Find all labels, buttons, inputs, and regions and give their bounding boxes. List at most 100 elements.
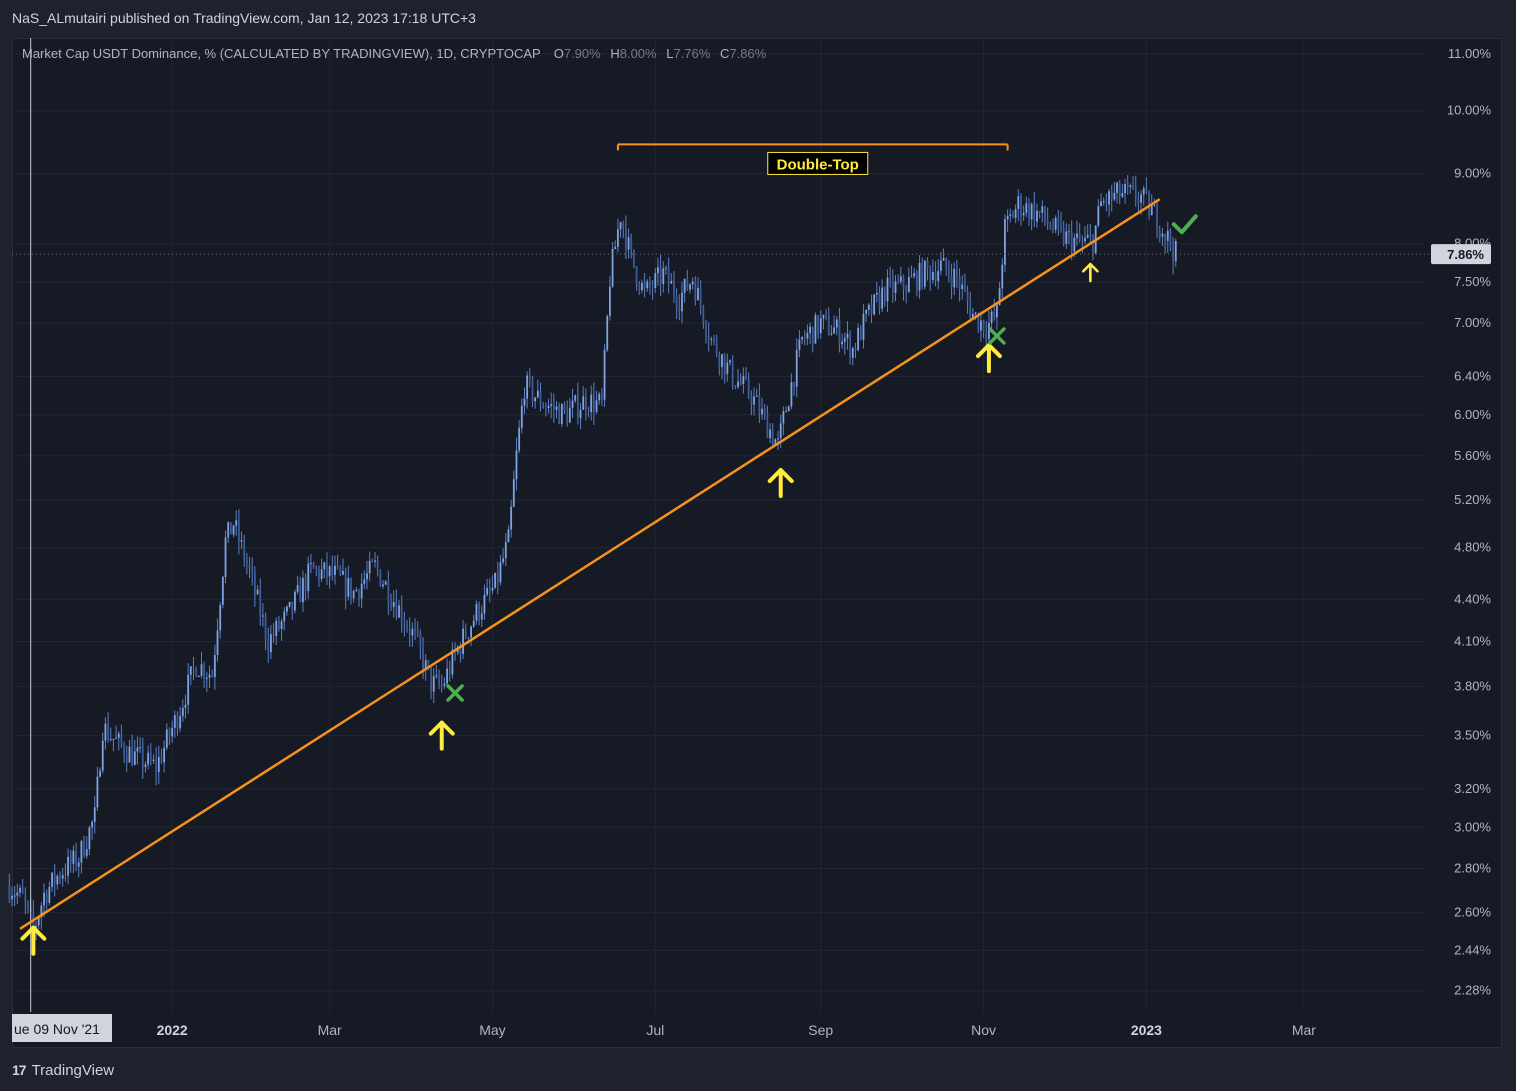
candle-body	[13, 895, 16, 897]
candle-body	[651, 287, 654, 289]
price-tick-label: 4.80%	[1454, 540, 1491, 555]
candle-body	[654, 273, 657, 288]
candle-body	[211, 674, 214, 678]
candle-body	[184, 704, 187, 708]
candle-body	[707, 334, 710, 340]
footer-brand[interactable]: 17 TradingView	[12, 1058, 114, 1082]
crosshair-date-label: ue 09 Nov '21	[14, 1021, 100, 1037]
tradingview-brand: TradingView	[31, 1061, 115, 1079]
time-axis[interactable]: 2022 Mar May Jul Sep Nov 2023 Mar ue 09 Nov '21	[12, 1014, 1316, 1042]
candle-body	[467, 637, 470, 639]
symbol-legend[interactable]: Market Cap USDT Dominance, % (CALCULATED…	[22, 46, 772, 61]
candle-body	[336, 565, 339, 568]
candle-body	[179, 716, 182, 729]
grid-lines	[12, 38, 1424, 1012]
candle-body	[536, 390, 539, 398]
candle-body	[352, 591, 355, 599]
candle-body	[689, 284, 691, 290]
ohlc-high-value: 8.00%	[619, 46, 657, 61]
candle-body	[638, 283, 641, 291]
candle-body	[515, 450, 518, 480]
candle-body	[614, 246, 617, 250]
candle-body	[843, 338, 846, 342]
candle-body	[304, 578, 307, 592]
candle-body	[665, 267, 667, 269]
candle-body	[937, 270, 940, 281]
candle-body	[534, 397, 537, 402]
candle-body	[1068, 231, 1070, 233]
candle-body	[675, 295, 678, 307]
candle-body	[11, 896, 13, 900]
double-top-label-box	[767, 151, 869, 175]
candle-body	[766, 412, 769, 439]
candle-body	[16, 892, 19, 896]
candle-body	[203, 664, 206, 679]
price-tick-label: 9.00%	[1454, 165, 1491, 180]
candle-body	[713, 338, 715, 340]
candle-body	[998, 288, 1001, 306]
candle-body	[502, 558, 505, 563]
candle-body	[891, 277, 894, 293]
candle-body	[1129, 185, 1132, 188]
up-arrow-icon	[428, 720, 455, 751]
price-axis[interactable]: 11.00%10.00%9.00%8.00%7.50%7.00%6.40%6.0…	[1431, 46, 1491, 998]
candle-body	[806, 332, 809, 339]
candle-body	[72, 850, 75, 864]
candle-body	[77, 862, 80, 867]
candle-body	[697, 287, 699, 301]
candle-body	[165, 729, 168, 748]
candle-body	[980, 320, 982, 331]
ohlc-open-value: 7.90%	[563, 46, 601, 61]
candle-body	[883, 287, 886, 302]
up-arrow-icon	[975, 343, 1002, 374]
candle-body	[208, 674, 211, 678]
price-tick-label: 4.10%	[1454, 633, 1491, 648]
candle-body	[686, 278, 689, 290]
candle-body	[849, 333, 852, 358]
candle-body	[264, 615, 267, 640]
candle-body	[1108, 191, 1110, 205]
candle-body	[862, 313, 865, 340]
candle-body	[488, 587, 491, 591]
candle-body	[221, 576, 224, 605]
candle-body	[603, 349, 606, 400]
candle-body	[990, 311, 993, 323]
candle-body	[446, 668, 448, 684]
candle-body	[963, 284, 966, 291]
candle-body	[69, 856, 72, 864]
candle-body	[566, 410, 569, 423]
candle-body	[838, 319, 841, 345]
candle-body	[37, 917, 40, 926]
candle-body	[160, 757, 163, 763]
candle-body	[825, 315, 828, 317]
candle-body	[64, 875, 67, 877]
candle-body	[80, 841, 83, 863]
candle-body	[510, 506, 513, 530]
price-tick-label: 3.50%	[1454, 728, 1491, 743]
candle-body	[1174, 240, 1177, 262]
candle-body	[411, 628, 414, 636]
candle-body	[144, 764, 147, 768]
candle-body	[873, 294, 876, 315]
candle-body	[139, 747, 142, 749]
up-arrow-head	[20, 925, 47, 941]
candle-body	[625, 227, 627, 250]
candle-body	[972, 313, 974, 318]
candle-body	[355, 589, 358, 592]
candle-body	[582, 396, 585, 410]
candle-body	[512, 479, 515, 507]
candle-body	[390, 603, 392, 608]
time-tick-label: May	[479, 1022, 505, 1038]
chart-panel[interactable]	[12, 38, 1502, 1048]
candle-body	[982, 320, 985, 333]
candle-body	[854, 348, 857, 351]
time-tick-label: 2023	[1131, 1022, 1162, 1038]
candle-body	[905, 289, 908, 292]
candle-body	[432, 676, 435, 692]
candle-body	[1102, 200, 1105, 202]
price-tick-label: 6.40%	[1454, 368, 1491, 383]
candle-body	[542, 405, 545, 408]
candle-body	[1132, 185, 1134, 187]
candle-body	[726, 362, 729, 375]
